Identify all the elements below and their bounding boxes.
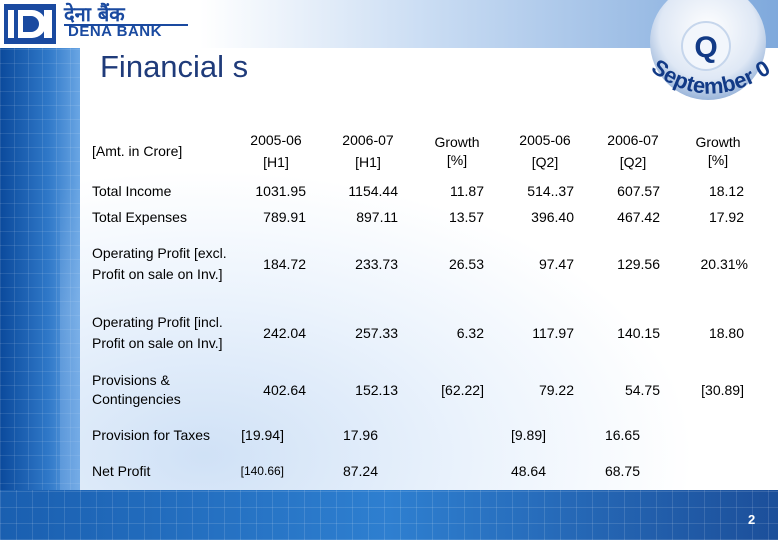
cell-negative: [62.22] [441, 382, 484, 398]
cell-negative: [9.89] [510, 427, 546, 443]
cell: 18.12 [708, 183, 744, 199]
cell: 54.75 [624, 382, 660, 398]
cell [676, 458, 760, 484]
cell: 16.65 [604, 427, 640, 443]
brand-underline [64, 24, 188, 26]
col-header: Growth [%] [434, 134, 480, 168]
cell: 257.33 [355, 325, 398, 341]
cell: 514..37 [527, 183, 574, 199]
col-header: 2005-06 [H1] [250, 132, 302, 170]
cell: 13.57 [448, 209, 484, 225]
row-label: Net Profit [92, 463, 151, 479]
background-swoosh [60, 120, 778, 540]
quarter-badge: Q September 05 [636, 0, 774, 100]
cell: 68.75 [604, 463, 640, 479]
cell-negative: [19.94] [241, 427, 284, 443]
brand-english-name: DENA BANK [68, 23, 162, 40]
row-label: Provisions & Contingencies [92, 372, 181, 407]
brand-hindi-name: देना बैंक [64, 2, 125, 26]
cell-negative: [140.66] [240, 464, 284, 478]
cell: 402.64 [263, 382, 306, 398]
cell [676, 412, 760, 458]
cell: 467.42 [617, 209, 660, 225]
table-row: Total Income 1031.95 1154.44 11.87 514..… [92, 178, 760, 204]
table-header-row: [Amt. in Crore] 2005-06 [H1] 2006-07 [H1] … [92, 124, 760, 178]
bottom-bar [0, 490, 778, 540]
row-label: Total Expenses [92, 209, 187, 225]
table-row: Total Expenses 789.91 897.11 13.57 396.4… [92, 204, 760, 230]
cell: 140.15 [617, 325, 660, 341]
cell: 789.91 [263, 209, 306, 225]
row-label: Operating Profit [excl. Profit on sale o… [92, 245, 227, 282]
cell: 79.22 [538, 382, 574, 398]
bottom-bar-grid [0, 490, 778, 540]
cell: 87.24 [342, 463, 378, 479]
col-header: 2005-06 [Q2] [519, 132, 571, 170]
col-header: 2006-07 [H1] [342, 132, 394, 170]
badge-inner-circle [681, 21, 731, 71]
row-label: Operating Profit [incl. Profit on sale o… [92, 314, 223, 351]
cell: 607.57 [617, 183, 660, 199]
table-row: Operating Profit [incl. Profit on sale o… [92, 298, 760, 368]
col-header: 2006-07 [Q2] [607, 132, 659, 170]
cell: 129.56 [617, 256, 660, 272]
cell: 897.11 [356, 209, 398, 225]
left-decorative-stripe [0, 48, 80, 540]
cell: 1031.95 [255, 183, 306, 199]
cell [414, 458, 500, 484]
unit-label: [Amt. in Crore] [92, 143, 183, 159]
badge-letter: Q [694, 31, 717, 64]
cell: 17.96 [342, 427, 378, 443]
cell: 17.92 [708, 209, 744, 225]
col-header: Growth [%] [695, 134, 741, 168]
cell: 6.32 [456, 325, 484, 341]
table-row: Provisions & Contingencies 402.64 152.13… [92, 368, 760, 412]
row-label: Provision for Taxes [92, 426, 211, 443]
cell: 117.97 [532, 325, 574, 341]
dena-bank-logo-icon [4, 4, 56, 44]
cell: 11.87 [450, 183, 484, 199]
page-number: 2 [748, 512, 756, 527]
cell: 97.47 [538, 256, 574, 272]
cell-negative: [30.89] [701, 382, 744, 398]
cell: 20.31% [700, 256, 748, 272]
cell [414, 412, 500, 458]
cell: 152.13 [355, 382, 398, 398]
table-row: Provision for Taxes [19.94] 17.96 [9.89]… [92, 412, 760, 458]
cell: 18.80 [708, 325, 744, 341]
cell: 396.40 [531, 209, 574, 225]
cell: 48.64 [510, 463, 546, 479]
cell: 184.72 [263, 256, 306, 272]
row-label: Total Income [92, 183, 172, 199]
table-row: Net Profit [140.66] 87.24 48.64 68.75 [92, 458, 760, 484]
cell: 233.73 [355, 256, 398, 272]
cell: 242.04 [263, 325, 306, 341]
financials-table: [Amt. in Crore] 2005-06 [H1] 2006-07 [H1] … [92, 124, 760, 484]
table-row: Operating Profit [excl. Profit on sale o… [92, 230, 760, 298]
cell: 26.53 [448, 256, 484, 272]
cell: 1154.44 [348, 183, 398, 199]
page-title: Financial s [100, 49, 249, 84]
